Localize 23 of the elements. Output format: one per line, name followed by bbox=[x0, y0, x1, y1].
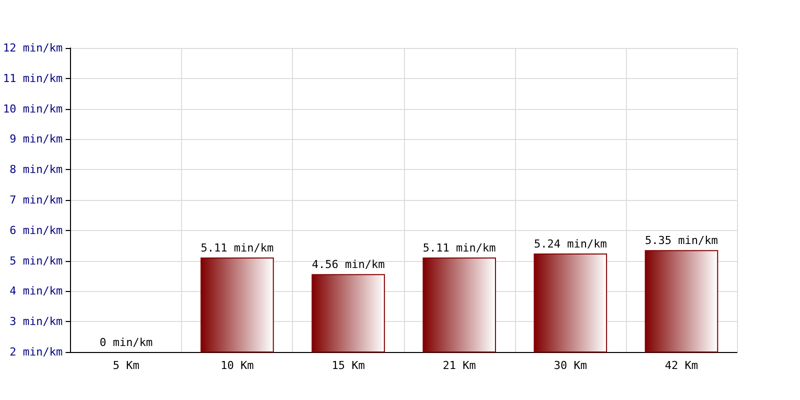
x-tick-label: 42 Km bbox=[664, 359, 698, 372]
y-tick-label: 6 min/km bbox=[10, 224, 63, 237]
data-label: 4.56 min/km bbox=[312, 258, 386, 272]
x-tick-label: 10 Km bbox=[220, 359, 254, 372]
text: 0 min/km bbox=[100, 336, 153, 349]
y-tick-label: 12 min/km bbox=[2, 42, 63, 54]
y-tick-label: 7 min/km bbox=[10, 194, 63, 206]
y-tick-label: 11 min/km bbox=[2, 72, 63, 85]
y-tick-label: 4 min/km bbox=[10, 284, 63, 298]
y-tick-label: 10 min/km bbox=[2, 102, 63, 116]
y-tick-label: 3 min/km bbox=[10, 315, 63, 328]
y-tick-label: 9 min/km bbox=[10, 132, 63, 146]
data-label: 5.24 min/km bbox=[534, 238, 608, 251]
x-tick-label: 5 Km bbox=[112, 359, 140, 372]
y-tick-label: 8 min/km bbox=[10, 163, 63, 176]
data-label: 5.11 min/km bbox=[200, 241, 274, 254]
x-tick-label: 21 Km bbox=[442, 359, 476, 372]
data-label: 5.11 min/km bbox=[422, 241, 496, 254]
data-label: 5.35 min/km bbox=[645, 234, 718, 248]
x-tick-label: 15 Km bbox=[332, 359, 366, 372]
y-tick-label: 2 min/km bbox=[10, 346, 63, 358]
x-tick-label: 30 Km bbox=[554, 359, 588, 372]
y-tick-label: 5 min/km bbox=[10, 254, 63, 268]
